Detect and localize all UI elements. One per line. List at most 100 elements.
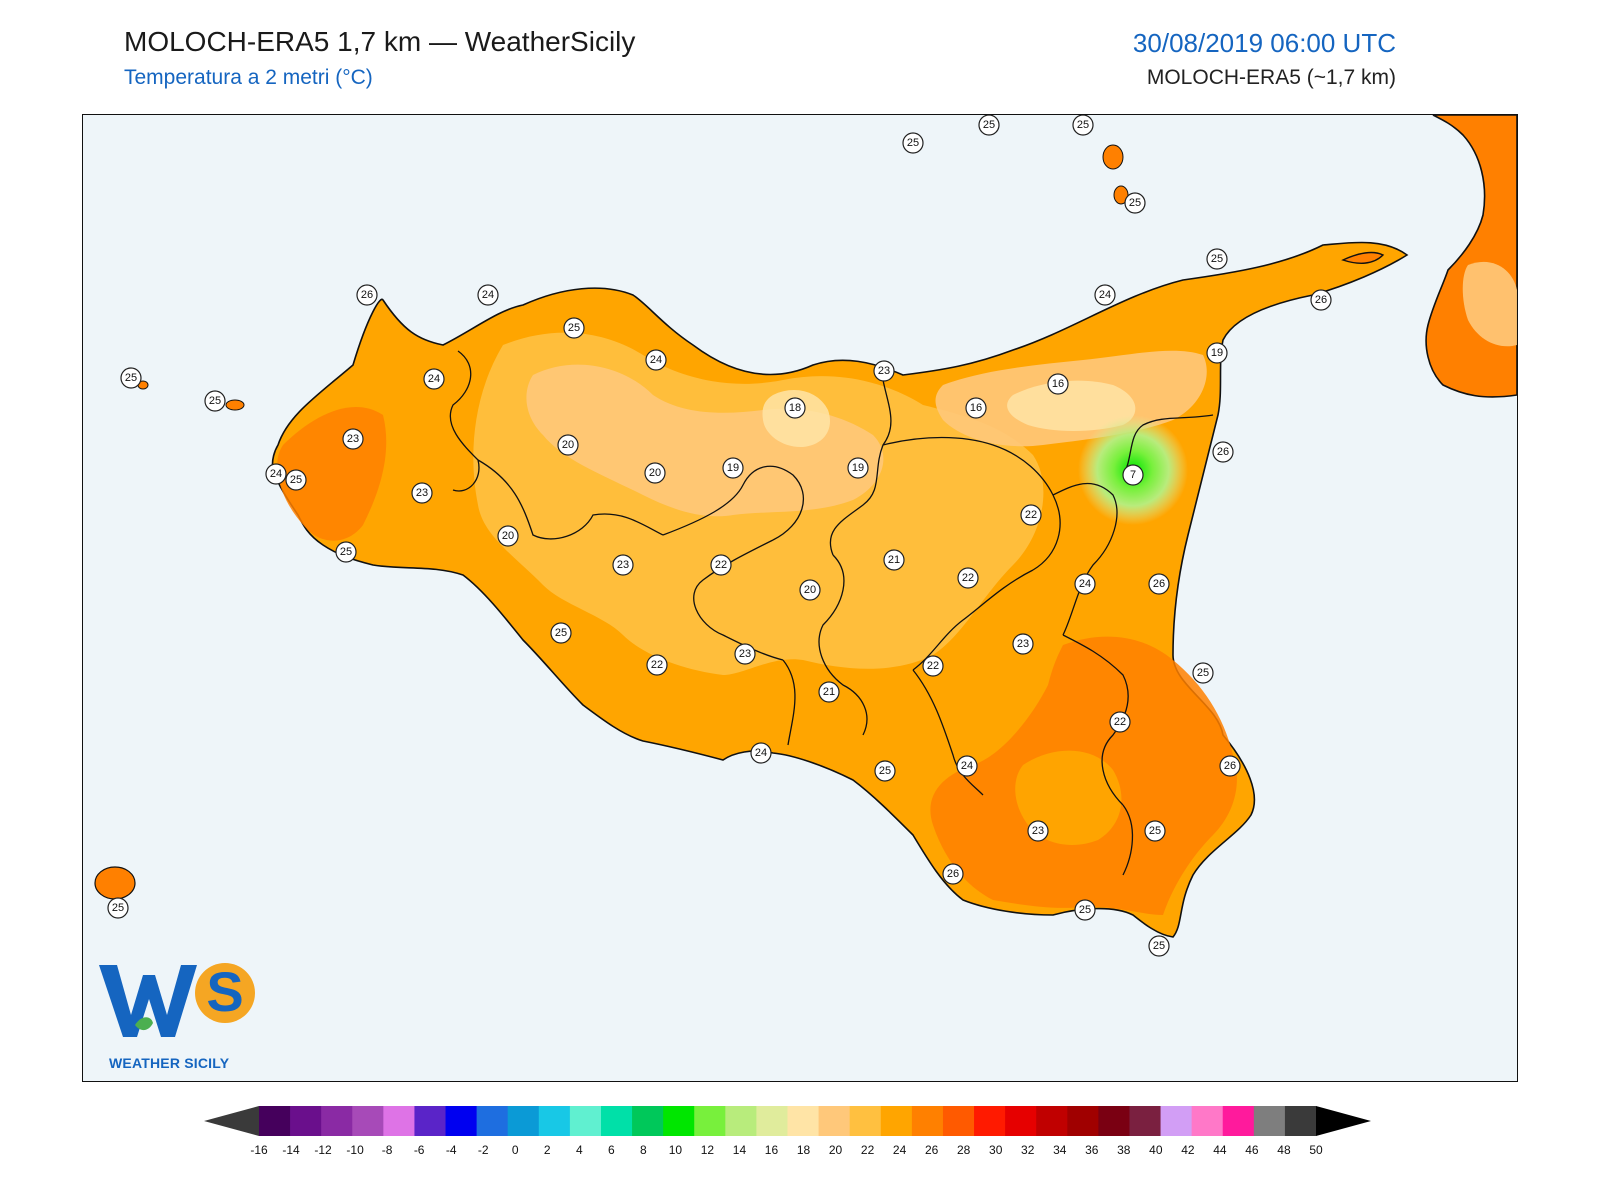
colorbar-tick-label: -12 [314,1143,332,1157]
station-marker[interactable]: 25 [874,760,896,782]
station-value: 26 [361,289,373,301]
station-marker[interactable]: 20 [799,579,821,601]
station-marker[interactable]: 21 [818,681,840,703]
station-marker[interactable]: 22 [1109,711,1131,733]
station-marker[interactable]: 20 [557,434,579,456]
station-marker[interactable]: 26 [356,284,378,306]
station-marker[interactable]: 23 [612,554,634,576]
station-circle [1012,633,1034,655]
station-marker[interactable]: 25 [1192,662,1214,684]
station-marker[interactable]: 25 [978,115,1000,136]
station-marker[interactable]: 25 [1072,115,1094,136]
station-marker[interactable]: 22 [1020,504,1042,526]
station-marker[interactable]: 22 [646,654,668,676]
station-marker[interactable]: 25 [1144,820,1166,842]
station-marker[interactable]: 25 [1074,899,1096,921]
station-circle [1124,192,1146,214]
station-circle [883,549,905,571]
station-marker[interactable]: 25 [285,469,307,491]
north-cool-zone [526,364,884,517]
station-circle [335,541,357,563]
station-marker[interactable]: 25 [550,622,572,644]
station-circle [722,457,744,479]
station-marker[interactable]: 24 [423,368,445,390]
station-value: 26 [1315,294,1327,306]
station-marker[interactable]: 20 [497,525,519,547]
colorbar-cell [352,1106,384,1136]
station-marker[interactable]: 25 [1124,192,1146,214]
station-marker[interactable]: 25 [902,132,924,154]
colorbar-tick-label: -4 [446,1143,457,1157]
colorbar-tick-label: 12 [701,1143,715,1157]
map-canvas: 25 25 25 25 25 24 26 19 16 16 7 26 22 24 26 25 22 26 25 23 2… [94,115,1517,1037]
calabria-inner [1462,261,1517,347]
station-marker[interactable]: 19 [722,457,744,479]
station-marker[interactable]: 24 [956,755,978,777]
station-marker[interactable]: 23 [1012,633,1034,655]
station-value: 26 [947,868,959,880]
station-marker[interactable]: 19 [1206,342,1228,364]
colorbar-tick-label: 44 [1213,1143,1227,1157]
station-marker[interactable]: 22 [710,554,732,576]
station-marker[interactable]: 7 [1122,464,1144,486]
station-value: 16 [970,402,982,414]
station-marker[interactable]: 21 [883,549,905,571]
station-circle [477,284,499,306]
station-marker[interactable]: 24 [477,284,499,306]
station-marker[interactable]: 23 [411,482,433,504]
station-marker[interactable]: 24 [1074,573,1096,595]
station-marker[interactable]: 26 [1148,573,1170,595]
station-marker[interactable]: 18 [784,397,806,419]
station-marker[interactable]: 22 [957,567,979,589]
colorbar-tick-label: 30 [989,1143,1003,1157]
station-marker[interactable]: 20 [644,462,666,484]
station-marker[interactable]: 25 [563,317,585,339]
station-value: 24 [428,373,440,385]
station-marker[interactable]: 23 [734,643,756,665]
station-circle [497,525,519,547]
station-marker[interactable]: 26 [1212,441,1234,463]
colorbar-tick-label: -8 [382,1143,393,1157]
station-circle [957,567,979,589]
station-marker[interactable]: 16 [1047,373,1069,395]
station-marker[interactable]: 22 [922,655,944,677]
station-marker[interactable]: 23 [873,360,895,382]
station-marker[interactable]: 25 [120,367,142,389]
station-value: 26 [1217,446,1229,458]
station-circle [1072,115,1094,136]
station-marker[interactable]: 25 [204,390,226,412]
colorbar-tick-label: 36 [1085,1143,1099,1157]
station-marker[interactable]: 26 [1219,755,1241,777]
station-marker[interactable]: 24 [1094,284,1116,306]
temperature-map[interactable]: 25 25 25 25 25 24 26 19 16 16 7 26 22 24 26 25 22 26 25 23 2… [82,114,1518,1082]
station-marker[interactable]: 25 [1206,248,1228,270]
colorbar-tick-label: 0 [512,1143,519,1157]
station-marker[interactable]: 24 [750,742,772,764]
colorbar-tick-label: -6 [414,1143,425,1157]
station-marker[interactable]: 19 [847,457,869,479]
station-marker[interactable]: 24 [265,463,287,485]
station-circle [1148,935,1170,957]
station-circle [1122,464,1144,486]
station-marker[interactable]: 25 [107,897,129,919]
station-marker[interactable]: 25 [1148,935,1170,957]
colorbar-tick-label: 46 [1245,1143,1259,1157]
station-circle [1212,441,1234,463]
station-value: 21 [823,686,835,698]
station-marker[interactable]: 16 [965,397,987,419]
station-circle [710,554,732,576]
station-marker[interactable]: 23 [1027,820,1049,842]
colorbar-tick-label: -16 [250,1143,268,1157]
valid-datetime: 30/08/2019 06:00 UTC [1132,28,1396,58]
station-marker[interactable]: 26 [1310,289,1332,311]
colorbar-tick-label: 20 [829,1143,843,1157]
station-marker[interactable]: 25 [335,541,357,563]
station-marker[interactable]: 23 [342,428,364,450]
station-value: 25 [125,372,137,384]
station-value: 23 [1017,638,1029,650]
station-marker[interactable]: 24 [645,349,667,371]
colorbar-cell [507,1106,540,1136]
colorbar-cell [321,1106,353,1136]
station-marker[interactable]: 26 [942,863,964,885]
province-boundaries [449,350,1214,876]
